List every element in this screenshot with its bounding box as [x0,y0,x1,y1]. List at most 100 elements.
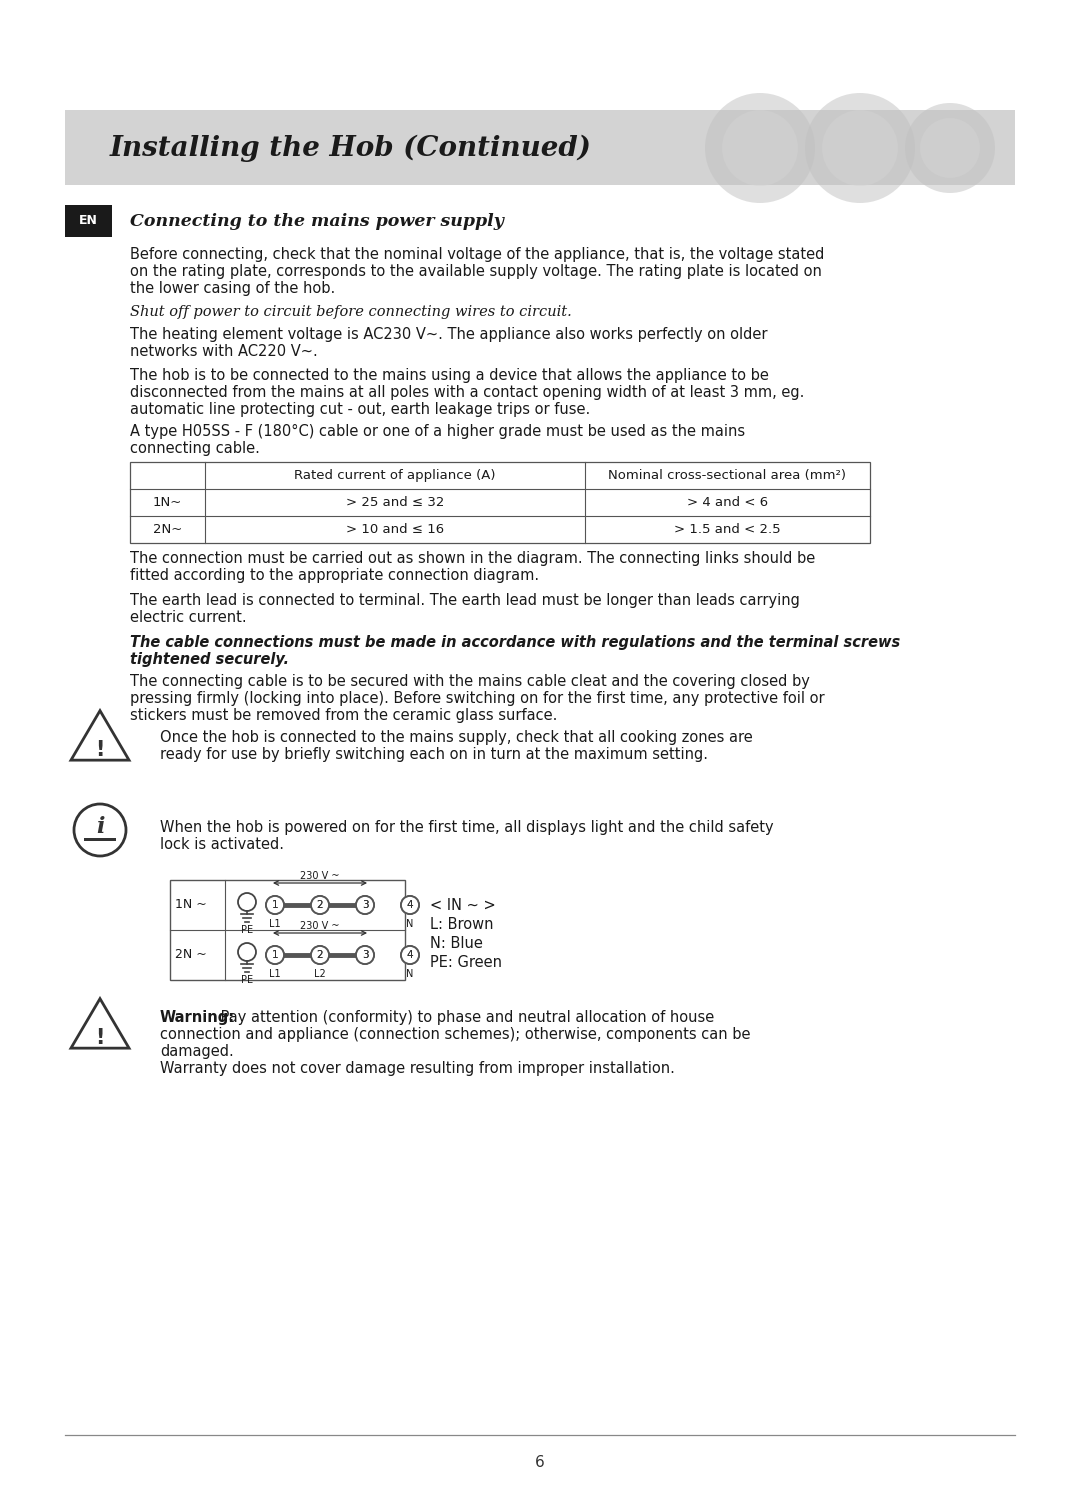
Circle shape [805,94,915,204]
Text: 1N~: 1N~ [152,496,183,510]
Text: damaged.: damaged. [160,1045,233,1060]
Bar [84,838,116,841]
Text: ready for use by briefly switching each on in turn at the maximum setting.: ready for use by briefly switching each … [160,747,708,762]
Text: 3: 3 [362,950,368,960]
Text: Nominal cross-sectional area (mm²): Nominal cross-sectional area (mm²) [608,470,847,481]
Circle shape [266,947,284,964]
Text: 1: 1 [272,950,279,960]
Text: 1: 1 [272,950,279,960]
Text: The cable connections must be made in accordance with regulations and the termin: The cable connections must be made in ac… [130,635,901,649]
Circle shape [356,896,374,914]
Text: PE: PE [241,924,253,935]
Text: connecting cable.: connecting cable. [130,441,260,456]
Circle shape [238,944,256,961]
Text: > 10 and ≤ 16: > 10 and ≤ 16 [346,523,444,536]
Text: Warning:: Warning: [160,1010,235,1025]
Bar [65,205,112,236]
Text: Pay attention (conformity) to phase and neutral allocation of house: Pay attention (conformity) to phase and … [216,1010,714,1025]
Text: connection and appliance (connection schemes); otherwise, components can be: connection and appliance (connection sch… [160,1027,751,1042]
Text: 6: 6 [535,1455,545,1470]
Text: > 1.5 and < 2.5: > 1.5 and < 2.5 [674,523,781,536]
Circle shape [311,947,329,964]
Text: > 4 and < 6: > 4 and < 6 [687,496,768,510]
Text: A type H05SS - F (180°C) cable or one of a higher grade must be used as the main: A type H05SS - F (180°C) cable or one of… [130,424,745,438]
Text: 3: 3 [362,901,368,909]
Circle shape [401,896,419,914]
Text: 4: 4 [407,901,414,909]
Text: the lower casing of the hob.: the lower casing of the hob. [130,281,335,296]
Text: 1N ~: 1N ~ [175,899,206,911]
Text: i: i [96,816,105,838]
Text: EN: EN [79,214,98,227]
Circle shape [356,896,374,914]
Circle shape [238,893,256,911]
Text: N: N [406,969,414,979]
Text: L: Brown: L: Brown [430,917,494,932]
Circle shape [822,110,897,186]
Text: automatic line protecting cut - out, earth leakage trips or fuse.: automatic line protecting cut - out, ear… [130,403,591,418]
Bar [130,462,870,542]
Text: Shut off power to circuit before connecting wires to circuit.: Shut off power to circuit before connect… [130,305,571,319]
Bar [170,880,405,979]
Circle shape [401,947,419,964]
Circle shape [266,896,284,914]
Text: The hob is to be connected to the mains using a device that allows the appliance: The hob is to be connected to the mains … [130,369,769,383]
Circle shape [705,94,815,204]
Text: on the rating plate, corresponds to the available supply voltage. The rating pla: on the rating plate, corresponds to the … [130,265,822,279]
Text: 2: 2 [316,950,323,960]
Text: The connecting cable is to be secured with the mains cable cleat and the coverin: The connecting cable is to be secured wi… [130,675,810,690]
Text: 3: 3 [362,950,368,960]
Circle shape [905,103,995,193]
Circle shape [266,947,284,964]
Circle shape [401,947,419,964]
Circle shape [356,947,374,964]
Circle shape [311,896,329,914]
Text: electric current.: electric current. [130,609,246,626]
Text: Connecting to the mains power supply: Connecting to the mains power supply [130,212,504,229]
Circle shape [920,117,980,178]
Text: L2: L2 [314,969,326,979]
Text: PE: Green: PE: Green [430,955,502,970]
Text: N: Blue: N: Blue [430,936,483,951]
Text: disconnected from the mains at all poles with a contact opening width of at leas: disconnected from the mains at all poles… [130,385,805,400]
Text: L1: L1 [269,918,281,929]
Polygon shape [71,999,129,1048]
Text: Rated current of appliance (A): Rated current of appliance (A) [294,470,496,481]
Text: Warranty does not cover damage resulting from improper installation.: Warranty does not cover damage resulting… [160,1061,675,1076]
Text: The connection must be carried out as shown in the diagram. The connecting links: The connection must be carried out as sh… [130,551,815,566]
Text: 2N ~: 2N ~ [175,948,206,961]
Text: 2: 2 [316,901,323,909]
Text: 4: 4 [407,950,414,960]
Text: When the hob is powered on for the first time, all displays light and the child : When the hob is powered on for the first… [160,820,773,835]
Circle shape [311,896,329,914]
Text: 1: 1 [272,901,279,909]
Text: !: ! [95,1028,105,1048]
Text: networks with AC220 V~.: networks with AC220 V~. [130,343,318,360]
Text: L1: L1 [269,969,281,979]
Text: 230 V ~: 230 V ~ [300,871,340,881]
Text: fitted according to the appropriate connection diagram.: fitted according to the appropriate conn… [130,568,539,583]
Text: !: ! [95,740,105,761]
Text: N: N [406,918,414,929]
Circle shape [266,896,284,914]
Text: 230 V ~: 230 V ~ [300,921,340,932]
Text: < IN ~ >: < IN ~ > [430,898,496,912]
Circle shape [75,804,126,856]
Bar [65,110,1015,184]
Text: 2: 2 [316,901,323,909]
Text: lock is activated.: lock is activated. [160,837,284,851]
Text: tightened securely.: tightened securely. [130,652,289,667]
Text: pressing firmly (locking into place). Before switching on for the first time, an: pressing firmly (locking into place). Be… [130,691,825,706]
Circle shape [401,896,419,914]
Text: The heating element voltage is AC230 V~. The appliance also works perfectly on o: The heating element voltage is AC230 V~.… [130,327,768,342]
Circle shape [723,110,798,186]
Text: PE: PE [241,975,253,985]
Text: 2N~: 2N~ [152,523,183,536]
Text: Installing the Hob (Continued): Installing the Hob (Continued) [110,134,592,162]
Text: stickers must be removed from the ceramic glass surface.: stickers must be removed from the cerami… [130,707,557,724]
Text: 4: 4 [407,950,414,960]
Text: 4: 4 [407,901,414,909]
Polygon shape [71,710,129,761]
Text: 1: 1 [272,901,279,909]
Text: The earth lead is connected to terminal. The earth lead must be longer than lead: The earth lead is connected to terminal.… [130,593,800,608]
